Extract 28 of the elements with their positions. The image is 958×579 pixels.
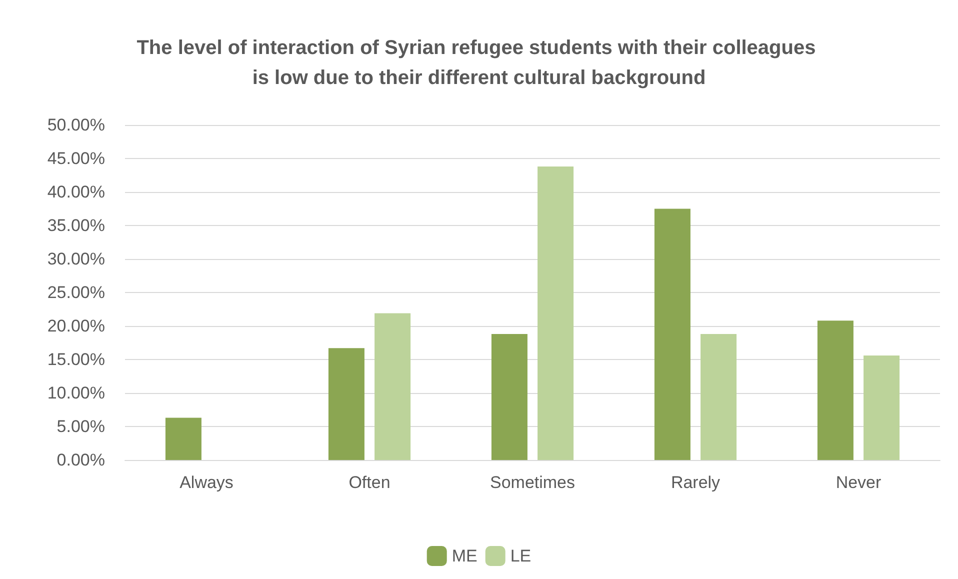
y-tick-label: 0.00% — [56, 450, 105, 470]
x-tick-label: Often — [348, 473, 390, 492]
y-tick-label: 25.00% — [47, 283, 105, 302]
y-tick-label: 35.00% — [47, 216, 105, 235]
bar — [165, 418, 202, 460]
x-tick-label: Rarely — [670, 473, 721, 492]
bar — [817, 320, 854, 460]
legend-label: LE — [510, 546, 532, 566]
bar — [654, 208, 690, 460]
x-tick-label: Always — [180, 473, 234, 492]
y-tick-label: 20.00% — [47, 316, 105, 336]
bar — [700, 334, 737, 460]
y-tick-label: 15.00% — [47, 350, 105, 369]
y-tick-label: 5.00% — [56, 417, 105, 436]
y-tick-label: 30.00% — [47, 250, 105, 268]
bar — [491, 334, 528, 460]
y-tick-label: 45.00% — [47, 149, 105, 168]
x-tick-label: Never — [836, 473, 882, 492]
bar — [328, 348, 364, 460]
x-tick-label: Sometimes — [490, 473, 576, 492]
y-tick-label: 40.00% — [47, 182, 105, 202]
bar — [374, 313, 411, 460]
bar — [538, 166, 574, 460]
legend-label: ME — [452, 546, 478, 566]
chart-title: The level of interaction of Syrian refugee students with their colleagues is low due to their different cultural background — [136, 37, 822, 89]
bar — [864, 355, 900, 460]
y-tick-label: 50.00% — [47, 116, 105, 134]
y-tick-label: 10.00% — [47, 384, 105, 402]
